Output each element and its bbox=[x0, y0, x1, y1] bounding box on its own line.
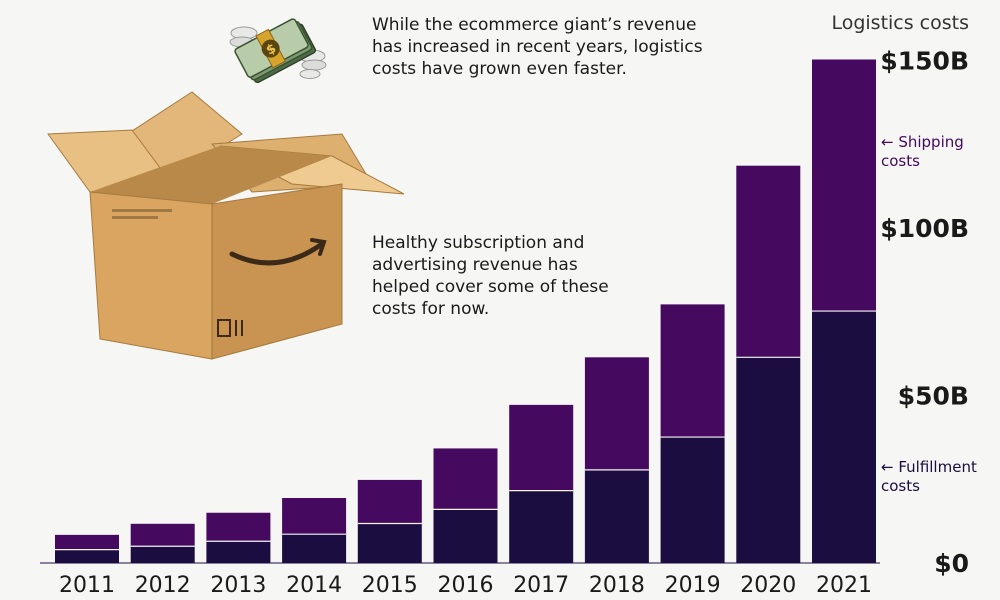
bar-shipping-2011 bbox=[55, 534, 119, 550]
flying-money-icon: $ bbox=[229, 18, 327, 84]
y-tick-label-50: $50B bbox=[898, 382, 969, 411]
bar-shipping-2014 bbox=[282, 498, 347, 535]
y-tick-label-150: $150B bbox=[880, 47, 969, 76]
x-tick-label-2013: 2013 bbox=[210, 573, 266, 598]
annotation-revenue: While the ecommerce giant’s revenue has … bbox=[372, 15, 703, 79]
bar-fulfillment-2013 bbox=[206, 541, 271, 563]
bar-fulfillment-2014 bbox=[282, 534, 347, 563]
bars-group bbox=[40, 59, 880, 564]
bar-fulfillment-2012 bbox=[130, 546, 195, 563]
bar-shipping-2013 bbox=[206, 512, 271, 542]
x-tick-label-2016: 2016 bbox=[438, 573, 494, 598]
bar-shipping-2016 bbox=[433, 448, 498, 510]
legend-shipping-costs: ← Shipping costs bbox=[881, 133, 964, 170]
bar-fulfillment-2011 bbox=[55, 549, 119, 563]
y-axis-title: Logistics costs bbox=[831, 12, 969, 34]
y-axis-labels: $0 $50B $100B $150B bbox=[880, 47, 969, 579]
x-tick-label-2021: 2021 bbox=[816, 573, 872, 598]
y-tick-label-100: $100B bbox=[880, 214, 969, 243]
x-tick-label-2019: 2019 bbox=[665, 573, 721, 598]
bar-shipping-2012 bbox=[130, 523, 195, 547]
x-tick-label-2011: 2011 bbox=[59, 573, 115, 598]
y-tick-label-0: $0 bbox=[934, 549, 969, 578]
bar-shipping-2018 bbox=[584, 357, 649, 470]
bar-shipping-2021 bbox=[812, 59, 876, 312]
x-tick-label-2017: 2017 bbox=[513, 573, 569, 598]
amazon-box-icon bbox=[47, 91, 405, 360]
bar-shipping-2015 bbox=[357, 479, 422, 524]
bar-shipping-2020 bbox=[736, 165, 801, 358]
bar-fulfillment-2018 bbox=[584, 469, 649, 563]
x-tick-label-2015: 2015 bbox=[362, 573, 418, 598]
bar-shipping-2017 bbox=[509, 404, 574, 491]
x-axis-labels: 2011 2012 2013 2014 2015 2016 2017 2018 2019 2020… bbox=[59, 573, 872, 598]
x-tick-label-2018: 2018 bbox=[589, 573, 645, 598]
x-tick-label-2020: 2020 bbox=[740, 573, 796, 598]
bar-fulfillment-2015 bbox=[357, 523, 422, 563]
legend-fulfillment-costs: ← Fulfillment costs bbox=[881, 458, 977, 495]
bar-shipping-2019 bbox=[660, 304, 725, 438]
bar-fulfillment-2019 bbox=[660, 437, 725, 563]
bar-fulfillment-2016 bbox=[433, 509, 498, 563]
x-tick-label-2012: 2012 bbox=[135, 573, 191, 598]
annotation-subscription: Healthy subscription and advertising rev… bbox=[372, 233, 609, 319]
bar-fulfillment-2020 bbox=[736, 357, 801, 563]
bar-fulfillment-2017 bbox=[509, 490, 574, 563]
x-tick-label-2014: 2014 bbox=[286, 573, 342, 598]
bar-fulfillment-2021 bbox=[812, 311, 876, 563]
